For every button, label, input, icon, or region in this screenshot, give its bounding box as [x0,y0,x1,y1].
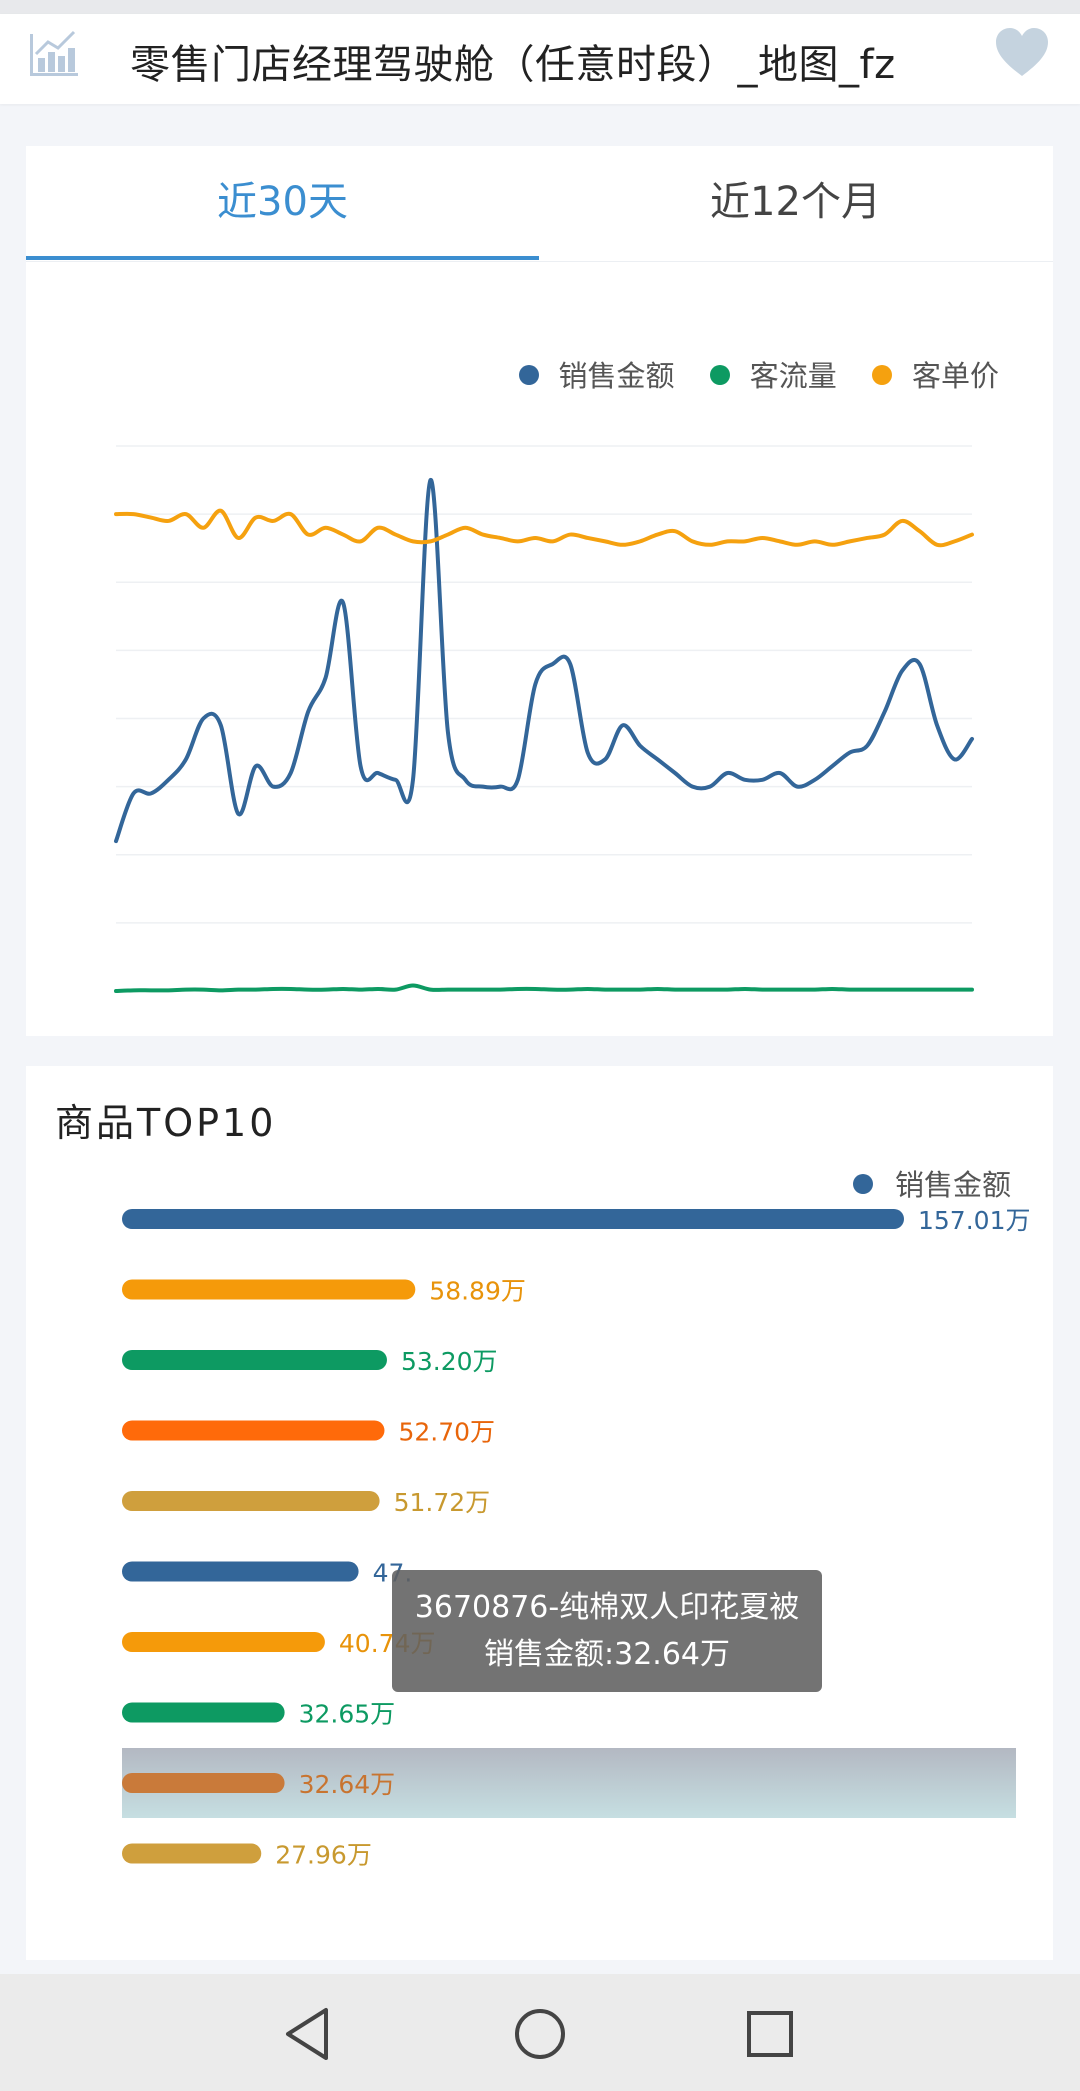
legend-label: 客流量 [749,359,837,393]
heart-icon[interactable] [994,26,1050,82]
bar[interactable] [122,1420,385,1441]
bar[interactable] [122,1632,325,1652]
legend-dot [871,365,892,385]
top10-bar-chart[interactable]: 157.01万58.89万53.20万52.70万51.72万47.40.74万… [26,1066,1053,1960]
legend-dot [852,1174,873,1194]
chart-icon[interactable] [28,28,80,80]
bar[interactable] [122,1279,416,1300]
bar[interactable] [122,1702,285,1723]
tab-last-12-months[interactable]: 近12个月 [710,179,881,225]
bar[interactable] [122,1843,262,1864]
series-line-traffic[interactable] [114,983,974,993]
legend-dot [518,365,539,385]
bar-value-label: 157.01万 [918,1206,1030,1235]
legend-label: 销售金额 [558,359,675,393]
tooltip-item: 3670876-纯棉双人印花夏被 [414,1590,800,1625]
bar[interactable] [122,1209,904,1229]
chart-tooltip: 3670876-纯棉双人印花夏被 销售金额:32.64万 [392,1570,822,1692]
tooltip-value: 销售金额:32.64万 [484,1637,730,1672]
bar[interactable] [122,1773,285,1793]
top10-card: 商品TOP10 销售金额 157.01万 58.89万 53.20万 52.70万 51… [26,1066,1053,1960]
legend-item-sales[interactable]: 销售金额 [518,353,675,395]
home-circle-icon[interactable] [510,2004,570,2064]
legend-item-avg-price[interactable]: 客单价 [871,353,999,395]
app-header: 零售门店经理驾驶舱（任意时段）_地图_fz [0,14,1080,104]
series-line-sales[interactable] [114,478,974,844]
system-nav-bar [0,1974,1080,2091]
top10-title: 商品TOP10 [55,1101,277,1145]
bar-value-label: 32.64万 [299,1770,396,1799]
status-bar [0,0,1080,14]
series-line-avg-price[interactable] [114,508,974,548]
legend-label: 销售金额 [894,1168,1011,1202]
trend-legend: 销售金额 客流量 客单价 [493,353,999,395]
legend-item-traffic[interactable]: 客流量 [709,353,837,395]
legend-label: 客单价 [911,359,999,393]
bar[interactable] [122,1350,387,1370]
bar-value-label: 58.89万 [429,1277,526,1306]
tab-last-30-days[interactable]: 近30天 [217,179,348,225]
bar-value-label: 32.65万 [299,1700,396,1729]
top10-legend[interactable]: 销售金额 [852,1162,1011,1204]
bar[interactable] [122,1491,380,1511]
bar-value-label: 52.70万 [398,1418,495,1447]
trend-card: 近30天 近12个月 销售金额 客流量 客单价 [26,146,1053,1036]
period-tabs: 近30天 近12个月 [26,146,1053,262]
page-title: 零售门店经理驾驶舱（任意时段）_地图_fz [130,42,896,88]
legend-dot [709,365,730,385]
active-tab-indicator [26,256,539,260]
recents-square-icon[interactable] [740,2004,800,2064]
bar-value-label: 51.72万 [394,1488,491,1517]
back-triangle-icon[interactable] [278,2004,338,2064]
bar-value-label: 53.20万 [401,1347,498,1376]
bar[interactable] [122,1561,359,1582]
trend-line-chart[interactable] [26,146,1053,1036]
bar-value-label: 27.96万 [275,1841,372,1870]
